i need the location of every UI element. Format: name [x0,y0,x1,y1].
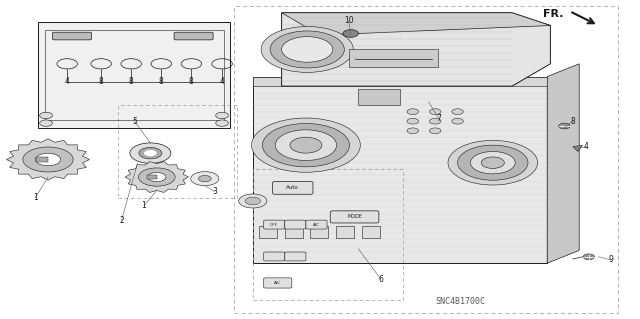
Circle shape [198,175,211,182]
Circle shape [216,112,228,119]
Bar [118,105,237,198]
Polygon shape [547,64,579,263]
Circle shape [261,26,353,72]
Bar [38,22,230,128]
Text: 1: 1 [33,193,38,202]
Circle shape [470,152,515,174]
Circle shape [448,140,538,185]
Circle shape [252,118,360,172]
Text: 4: 4 [584,142,589,151]
Text: 8: 8 [189,77,194,86]
Text: A/C: A/C [274,281,282,285]
Circle shape [429,109,441,115]
Circle shape [407,118,419,124]
Circle shape [245,197,260,205]
Circle shape [481,157,504,168]
Circle shape [275,130,337,160]
Bar [358,89,400,105]
Circle shape [282,37,333,62]
Text: 8: 8 [129,77,134,86]
Text: SNC4B1700C: SNC4B1700C [436,297,486,306]
FancyBboxPatch shape [174,32,213,40]
Bar [253,169,403,300]
Bar [36,157,48,162]
Circle shape [458,145,528,180]
FancyBboxPatch shape [285,252,306,261]
FancyBboxPatch shape [264,252,285,261]
Circle shape [452,109,463,115]
Circle shape [139,147,162,159]
Circle shape [35,153,61,166]
Text: 4: 4 [65,77,70,86]
FancyBboxPatch shape [285,220,306,229]
FancyBboxPatch shape [306,220,327,229]
Circle shape [343,30,358,37]
Bar [362,226,380,238]
Circle shape [559,123,570,129]
Circle shape [407,128,419,134]
Text: A/C: A/C [313,223,320,226]
Polygon shape [282,13,550,35]
Circle shape [216,120,228,126]
Polygon shape [253,77,547,86]
Circle shape [239,194,267,208]
Circle shape [191,172,219,186]
Bar [259,226,277,238]
Text: 10: 10 [344,16,354,25]
Circle shape [40,112,52,119]
Text: FR.: FR. [543,9,563,19]
Text: 8: 8 [570,117,575,126]
Text: 7: 7 [436,114,441,122]
Text: 4: 4 [220,77,225,86]
FancyBboxPatch shape [264,220,285,229]
Bar [253,77,547,263]
Text: 5: 5 [132,117,137,126]
FancyBboxPatch shape [273,182,313,194]
Text: 8: 8 [159,77,164,86]
Polygon shape [573,145,582,152]
Circle shape [270,31,344,68]
Polygon shape [6,139,90,180]
Circle shape [130,143,171,163]
Bar [285,226,303,238]
Text: OFF: OFF [270,223,278,226]
Text: 1: 1 [141,201,147,210]
Circle shape [583,254,595,260]
FancyBboxPatch shape [264,278,292,288]
Bar [310,226,328,238]
Circle shape [429,118,441,124]
Circle shape [452,118,463,124]
Bar [147,175,157,179]
Text: 2: 2 [119,216,124,225]
Circle shape [144,150,157,156]
Circle shape [407,109,419,115]
Bar [45,30,224,120]
Polygon shape [125,162,189,192]
Circle shape [148,173,166,182]
Text: 8: 8 [99,77,104,86]
Bar [349,49,438,67]
Text: MODE: MODE [347,214,362,219]
Bar [336,226,354,238]
FancyBboxPatch shape [52,32,92,40]
Polygon shape [282,13,550,86]
Circle shape [40,120,52,126]
Circle shape [138,168,175,186]
Text: 3: 3 [212,187,217,196]
Circle shape [23,147,73,172]
Circle shape [290,137,322,153]
Circle shape [429,128,441,134]
Text: 6: 6 [378,275,383,284]
Text: Auto: Auto [287,185,299,190]
Circle shape [262,123,349,167]
Bar [234,6,618,313]
Text: 9: 9 [609,256,614,264]
FancyBboxPatch shape [330,211,379,223]
